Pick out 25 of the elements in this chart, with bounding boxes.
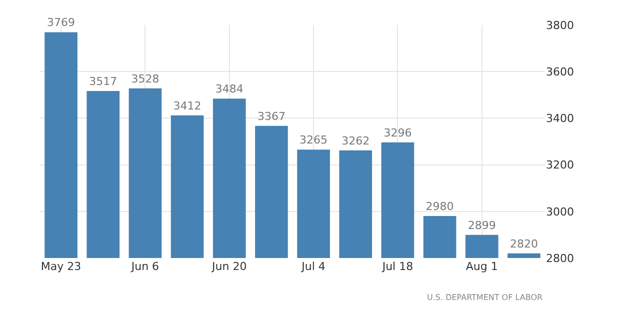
x-tick-label: Jul 4	[300, 260, 326, 273]
data-label: 3769	[47, 16, 76, 30]
x-tick-label: Jul 18	[381, 260, 414, 273]
x-tick-label: Jun 20	[211, 260, 247, 273]
data-label: 3484	[215, 82, 244, 96]
data-label: 3262	[342, 134, 370, 148]
data-label: 3412	[173, 99, 202, 112]
x-tick-label: Aug 1	[466, 260, 498, 273]
text: U.S. DEPARTMENT OF LABOR	[427, 293, 543, 302]
data-label: 2980	[426, 200, 454, 214]
data-label: 3367	[257, 110, 286, 123]
data-label: 3517	[89, 74, 118, 88]
y-tick-label: 3200	[546, 158, 574, 172]
data-label: 3265	[300, 134, 328, 147]
data-label: 2820	[510, 237, 538, 250]
y-tick-label: 3600	[546, 65, 574, 78]
y-tick-label: 2800	[546, 252, 574, 265]
data-label: 3528	[131, 72, 160, 86]
y-tick-label: 3000	[546, 205, 574, 218]
data-label: 2899	[468, 218, 496, 232]
y-tick-label: 3400	[546, 112, 574, 126]
y-tick-label: 3800	[546, 18, 574, 32]
x-tick-label: May 23	[40, 260, 82, 273]
data-label: 3296	[384, 126, 412, 140]
x-tick-label: Jun 6	[130, 260, 160, 273]
